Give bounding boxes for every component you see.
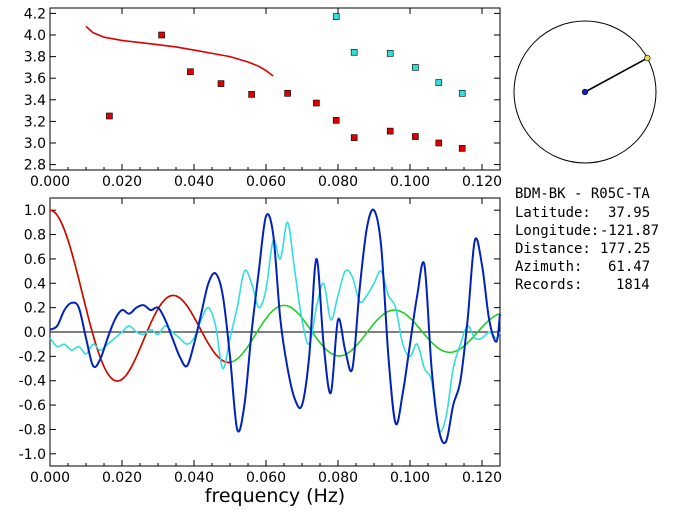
latitude-value: 37.95	[608, 205, 651, 221]
bottom-x-tick-label: 0.100	[390, 470, 430, 486]
dispersion-point-red	[458, 145, 466, 152]
top-y-tick-label: 3.8	[24, 50, 46, 66]
top-y-tick-label: 4.0	[24, 28, 46, 44]
bottom-y-tick-label: -0.2	[19, 349, 46, 365]
top-x-tick-label: 0.120	[462, 174, 502, 190]
bottom-y-tick-label: 0.4	[24, 276, 46, 292]
top-y-tick-label: 3.4	[24, 93, 46, 109]
dispersion-point-red	[248, 91, 255, 98]
bottom-y-tick-label: 0.6	[24, 252, 46, 268]
bottom-y-tick-label: 0.8	[24, 228, 46, 244]
dispersion-point-red	[350, 134, 358, 141]
bottom-y-tick-label: 0.2	[24, 301, 46, 317]
dispersion-point-red	[386, 127, 394, 135]
top-frame	[49, 7, 501, 171]
dispersion-chart: 0.000 0.020 0.040 0.060 0.080 0.100 0.120 2.8 3.…	[24, 6, 502, 190]
bottom-x-tick-label: 0.000	[30, 470, 70, 486]
top-x-tick-label: 0.060	[246, 174, 286, 190]
azimuth-value: 61.47	[608, 259, 651, 275]
dispersion-point-cyan	[412, 64, 419, 71]
dispersion-point-red	[332, 117, 340, 124]
dispersion-point-red	[217, 80, 225, 87]
station-dot	[581, 88, 589, 96]
dispersion-point-red	[187, 68, 194, 76]
bottom-y-tick-label: 0.0	[24, 325, 46, 341]
bottom-y-tick-label: 1.0	[24, 203, 46, 219]
bottom-y-tick-label: -0.6	[19, 398, 46, 414]
bottom-y-tick-label: -0.8	[19, 422, 46, 438]
top-y-tick-label: 3.6	[24, 71, 46, 87]
dispersion-point-red	[106, 112, 113, 120]
dispersion-point-red	[313, 99, 320, 107]
source-dot	[644, 54, 651, 62]
longitude-label: Longitude:	[515, 223, 600, 239]
dispersion-point-cyan	[386, 50, 394, 57]
distance-label: Distance:	[515, 241, 591, 257]
series-line-red	[49, 209, 231, 382]
top-x-tick-label: 0.100	[390, 174, 430, 190]
bottom-x-tick-label: 0.080	[318, 470, 358, 486]
top-x-tick-label: 0.020	[102, 174, 142, 190]
records-value: 1814	[616, 277, 650, 293]
x-axis-label: frequency (Hz)	[205, 485, 345, 507]
latitude-label: Latitude:	[515, 205, 591, 221]
station-title: BDM-BK - R05C-TA	[515, 186, 650, 202]
dispersion-point-cyan	[435, 79, 443, 86]
bottom-x-tick-label: 0.120	[462, 470, 502, 486]
dispersion-point-red	[435, 139, 443, 147]
series-line-cyan	[49, 221, 501, 433]
series-line-green	[49, 209, 501, 382]
top-y-tick-label: 3.0	[24, 136, 46, 152]
top-x-tick-label: 0.040	[174, 174, 214, 190]
dispersion-point-cyan	[458, 90, 466, 97]
azimuth-label: Azimuth:	[515, 259, 583, 275]
bottom-y-tick-label: -1.0	[19, 447, 46, 463]
bottom-y-tick-label: -0.4	[19, 374, 46, 390]
distance-value: 177.25	[600, 241, 651, 257]
dispersion-point-cyan	[332, 13, 340, 20]
polar-circle	[513, 20, 657, 164]
dispersion-point-red	[284, 90, 291, 97]
azimuth-line	[584, 57, 648, 93]
records-label: Records:	[515, 277, 583, 293]
bottom-x-tick-label: 0.040	[174, 470, 214, 486]
dispersion-point-red	[158, 31, 165, 39]
series-line-blue	[49, 208, 501, 445]
longitude-value: -121.87	[600, 223, 660, 239]
top-y-tick-label: 4.2	[24, 6, 46, 22]
dispersion-point-cyan	[350, 48, 358, 56]
top-y-tick-label: 3.2	[24, 114, 46, 130]
bottom-x-tick-label: 0.020	[102, 470, 142, 486]
correlation-chart: 0.000 0.020 0.040 0.060 0.080 0.100 0.120 -1.0 -…	[19, 197, 502, 507]
azimuth-polar-plot	[513, 20, 657, 164]
top-y-tick-label: 2.8	[24, 158, 46, 174]
bottom-x-tick-label: 0.060	[246, 470, 286, 486]
dispersion-curve	[85, 25, 274, 77]
dispersion-point-red	[412, 133, 419, 140]
top-x-tick-label: 0.080	[318, 174, 358, 190]
top-x-tick-label: 0.000	[30, 174, 70, 190]
